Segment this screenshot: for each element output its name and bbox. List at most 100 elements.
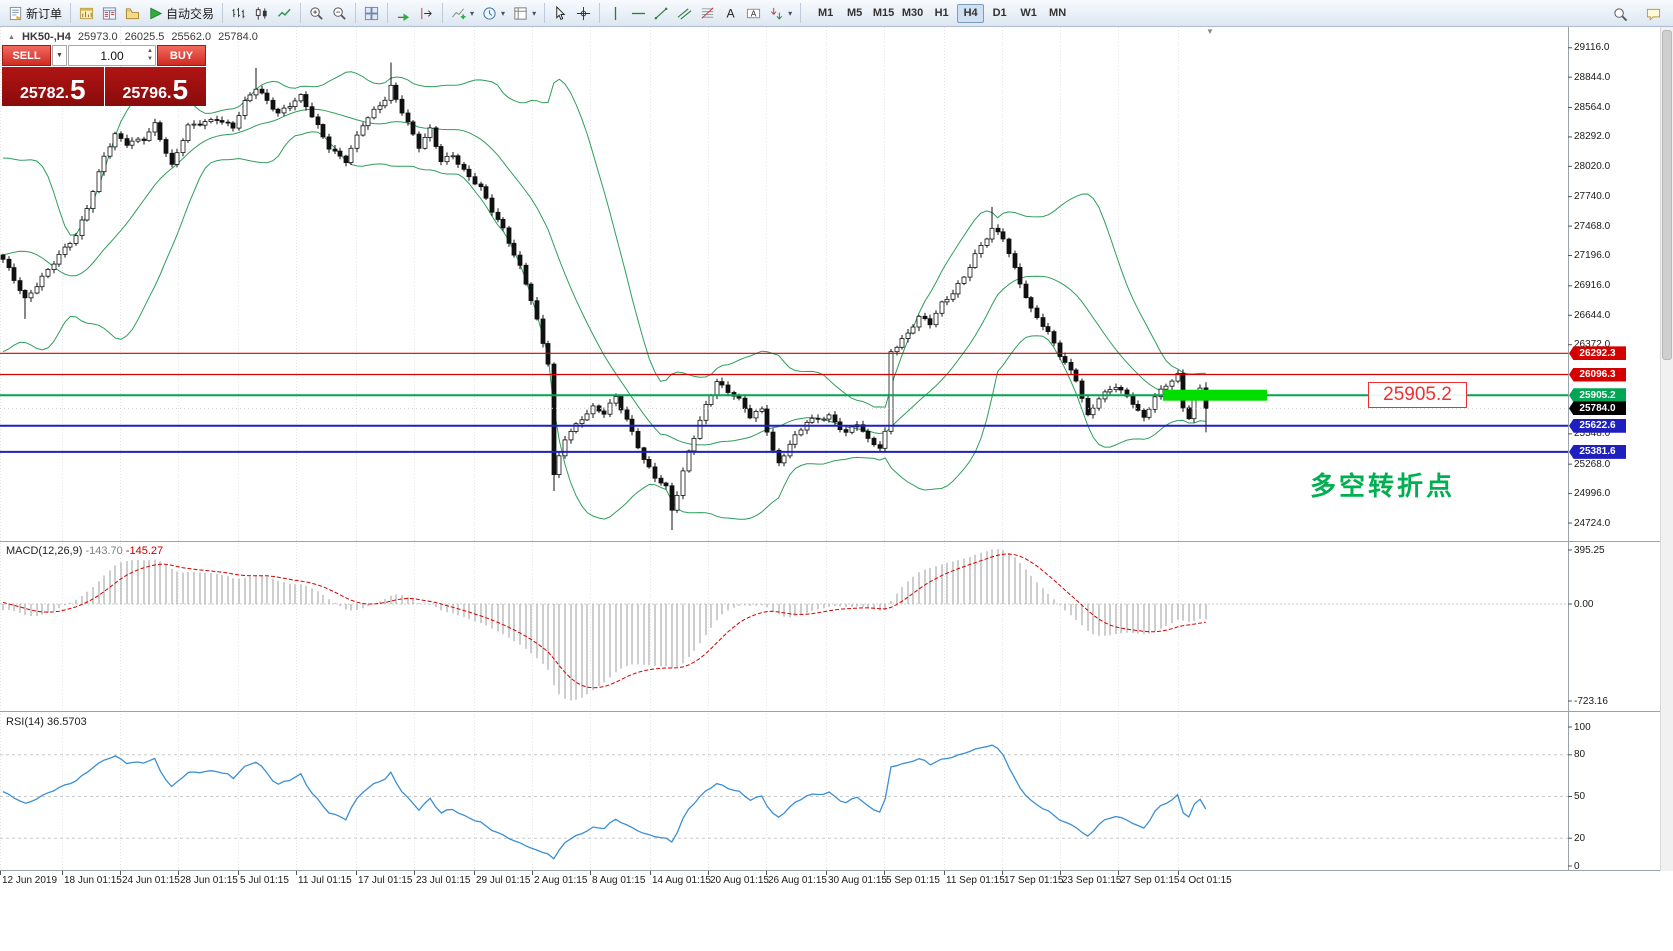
candlestick-chart-button[interactable] bbox=[250, 2, 273, 24]
close-value: 25784.0 bbox=[218, 31, 258, 43]
horizontal-line-button[interactable] bbox=[627, 2, 650, 24]
toolbar-separator bbox=[544, 3, 546, 23]
y-axis-tick: 27196.0 bbox=[1574, 250, 1611, 262]
toolbar-separator bbox=[355, 3, 357, 23]
spinner-down-icon[interactable]: ▼ bbox=[147, 56, 153, 62]
x-axis-tick: 5 Jul 01:15 bbox=[240, 875, 289, 886]
main-toolbar: 新订单 自动交易 ▾ ▾ ▾ A A ▾ M1 M5 M15 M30 H1 H4 D1 W1 MN bbox=[0, 0, 1673, 27]
text-button[interactable]: A bbox=[719, 2, 742, 24]
caret-down-icon: ▾ bbox=[470, 8, 475, 18]
caret-down-icon: ▾ bbox=[501, 8, 506, 18]
timeframe-M30[interactable]: M30 bbox=[901, 7, 924, 19]
cursor-button[interactable] bbox=[549, 2, 572, 24]
fibo-icon bbox=[700, 6, 715, 21]
x-axis-tick: 5 Sep 01:15 bbox=[886, 875, 940, 886]
spinner-up-icon[interactable]: ▲ bbox=[147, 48, 153, 54]
rsi-scale-label: 20 bbox=[1574, 832, 1586, 844]
equidistant-channel-button[interactable] bbox=[673, 2, 696, 24]
caret-down-icon: ▾ bbox=[788, 8, 793, 18]
mw-icon bbox=[102, 6, 117, 21]
caret-down-icon: ▾ bbox=[532, 8, 537, 18]
new-order-button-label: 新订单 bbox=[26, 6, 63, 21]
vertical-scrollbar[interactable] bbox=[1660, 27, 1673, 871]
x-axis-tick: 12 Jun 2019 bbox=[2, 875, 58, 886]
vertical-line-button[interactable] bbox=[604, 2, 627, 24]
timeframe-toolbar: M1 M5 M15 M30 H1 H4 D1 W1 MN bbox=[811, 3, 1072, 23]
y-axis-tick: 28844.0 bbox=[1574, 71, 1611, 83]
timeframe-M1[interactable]: M1 bbox=[817, 7, 834, 19]
x-axis-tick: 17 Sep 01:15 bbox=[1004, 875, 1064, 886]
open-value: 25973.0 bbox=[77, 31, 118, 43]
x-axis-tick: 30 Aug 01:15 bbox=[828, 875, 887, 886]
timeframe-H1[interactable]: H1 bbox=[934, 7, 949, 19]
y-axis-tick: 25548.0 bbox=[1574, 428, 1611, 440]
macd-indicator-label: MACD(12,26,9) -143.70 -145.27 bbox=[4, 545, 166, 557]
volume-spinner[interactable]: ▲ ▼ bbox=[147, 47, 153, 63]
sell-button[interactable]: SELL bbox=[2, 45, 51, 66]
scrollbar-thumb[interactable] bbox=[1662, 30, 1672, 360]
text-label-button[interactable]: A bbox=[742, 2, 765, 24]
timeframe-M15[interactable]: M15 bbox=[872, 7, 895, 19]
auto-scroll-button[interactable] bbox=[392, 2, 415, 24]
nav-icon bbox=[125, 6, 140, 21]
macd-pane bbox=[0, 549, 1568, 701]
timeframe-H4[interactable]: H4 bbox=[957, 3, 985, 23]
market-watch-button[interactable] bbox=[98, 2, 121, 24]
chart-ohlc-header: ▲ HK50-,H4 25973.0 26025.5 25562.0 25784… bbox=[8, 31, 258, 43]
x-axis-tick: 8 Aug 01:15 bbox=[592, 875, 646, 886]
timeframe-MN[interactable]: MN bbox=[1049, 7, 1067, 19]
charts-window-button[interactable] bbox=[75, 2, 98, 24]
chart-shift-button[interactable] bbox=[415, 2, 438, 24]
turning-point-label[interactable]: 多空转折点 bbox=[1310, 471, 1456, 501]
volume-dropdown[interactable]: ▼ bbox=[52, 45, 67, 66]
y-axis-tick: 27740.0 bbox=[1574, 191, 1611, 203]
x-axis-tick: 18 Jun 01:15 bbox=[64, 875, 122, 886]
new-order-button[interactable]: 新订单 bbox=[4, 2, 66, 24]
templates-button[interactable]: ▾ bbox=[509, 2, 540, 24]
timeframe-W1[interactable]: W1 bbox=[1020, 7, 1037, 19]
ind-icon bbox=[451, 6, 466, 21]
text-icon: A bbox=[723, 6, 738, 21]
timeframe-M5[interactable]: M5 bbox=[846, 7, 863, 19]
timeframe-D1[interactable]: D1 bbox=[992, 7, 1007, 19]
x-axis-tick: 20 Aug 01:15 bbox=[710, 875, 769, 886]
volume-input[interactable]: 1.00 ▲ ▼ bbox=[68, 45, 156, 66]
ascroll-icon bbox=[396, 6, 411, 21]
play-icon bbox=[148, 6, 163, 21]
indicators-button[interactable]: ▾ bbox=[447, 2, 478, 24]
search-button[interactable] bbox=[1609, 3, 1632, 25]
price-callout[interactable]: 25905.2 bbox=[1368, 382, 1467, 408]
low-value: 25562.0 bbox=[171, 31, 212, 43]
current-price-price-tag: 25784.0 bbox=[1569, 401, 1626, 416]
chart-shift-marker-icon[interactable]: ▼ bbox=[1206, 27, 1214, 36]
buy-price[interactable]: 25796. 5 bbox=[104, 67, 206, 106]
zoom-in-button[interactable] bbox=[305, 2, 328, 24]
y-axis-tick: 26644.0 bbox=[1574, 309, 1611, 321]
crosshair-button[interactable] bbox=[572, 2, 595, 24]
zoom-out-button[interactable] bbox=[328, 2, 351, 24]
macd-main-value: -143.70 bbox=[85, 545, 123, 557]
community-chat-button[interactable] bbox=[1642, 3, 1665, 25]
arrows-button[interactable]: ▾ bbox=[765, 2, 796, 24]
line-chart-button[interactable] bbox=[273, 2, 296, 24]
navigator-button[interactable] bbox=[121, 2, 144, 24]
auto-trading-button[interactable]: 自动交易 bbox=[144, 2, 218, 24]
y-axis-tick: 28564.0 bbox=[1574, 101, 1611, 113]
tile-windows-button[interactable] bbox=[360, 2, 383, 24]
rsi-title: RSI(14) bbox=[6, 716, 44, 728]
x-axis-tick: 28 Jun 01:15 bbox=[180, 875, 238, 886]
x-axis-tick: 11 Sep 01:15 bbox=[946, 875, 1005, 886]
bar-chart-button[interactable] bbox=[227, 2, 250, 24]
symbol-marker-icon: ▲ bbox=[8, 33, 15, 41]
label-icon: A bbox=[746, 6, 761, 21]
macd-scale-label: 0.00 bbox=[1574, 598, 1594, 610]
candlestick-series bbox=[0, 84, 1209, 511]
toolbar-right-group bbox=[1609, 3, 1665, 25]
fibonacci-button[interactable] bbox=[696, 2, 719, 24]
trendline-button[interactable] bbox=[650, 2, 673, 24]
chan-icon bbox=[677, 6, 692, 21]
periods-button[interactable]: ▾ bbox=[478, 2, 509, 24]
buy-button[interactable]: BUY bbox=[157, 45, 206, 66]
sell-price[interactable]: 25782. 5 bbox=[2, 67, 104, 106]
